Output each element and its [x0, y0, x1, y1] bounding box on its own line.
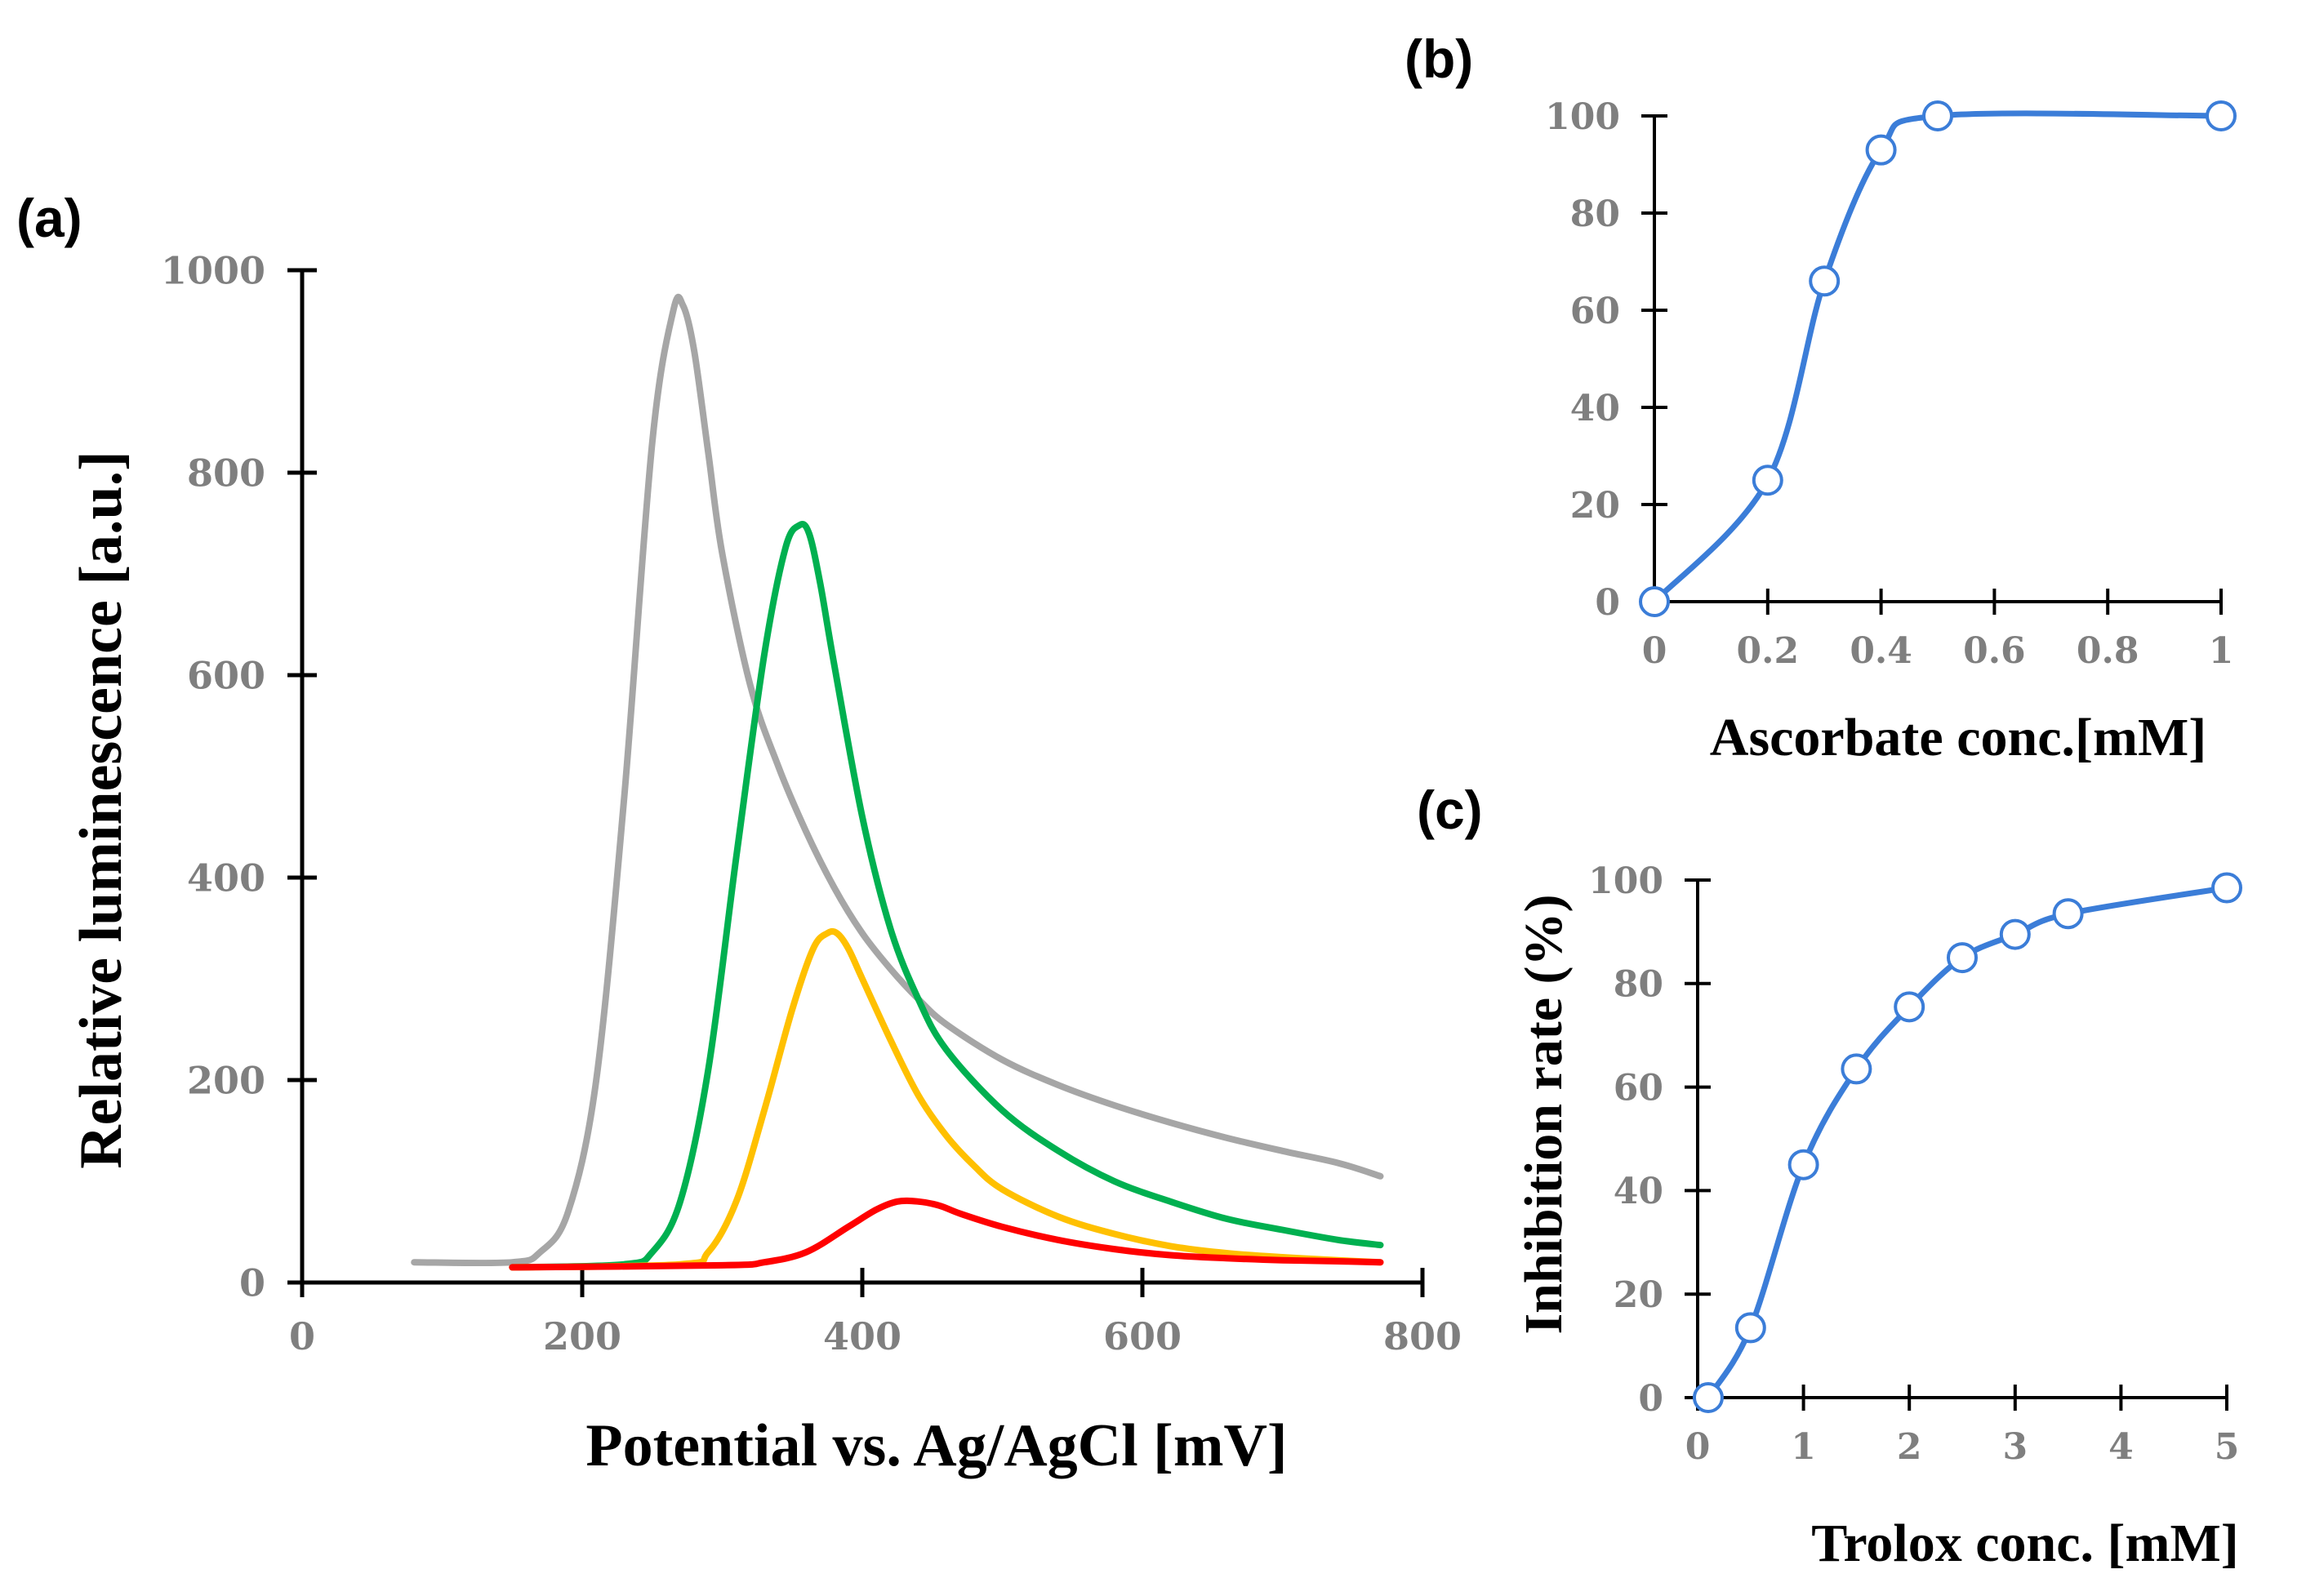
panel-c-x-axis-title: Trolox conc. [mM] — [1811, 1514, 2239, 1573]
panel-c-data-point — [2052, 898, 2084, 930]
panel-a-y-tick-label: 800 — [187, 451, 265, 496]
panel-b-data-point — [1922, 100, 1953, 131]
panel-b-x-tick-label: 0.4 — [1850, 630, 1912, 672]
panel-a-series-line-red — [509, 1197, 1384, 1271]
panel-c-series — [1692, 872, 2242, 1413]
panel-b-label: (b) — [1405, 29, 1473, 89]
panel-a-tick-labels: 0 200 400 600 800 0 200 400 600 800 1000 — [161, 249, 1462, 1358]
panel-b-x-tick-label: 0.6 — [1963, 630, 2026, 672]
panel-c-y-tick-label: 0 — [1638, 1378, 1663, 1420]
panel-c-y-tick-label: 100 — [1588, 860, 1663, 902]
panel-c-y-tick-label: 60 — [1614, 1067, 1663, 1109]
panel-c-x-tick-label: 1 — [1791, 1426, 1816, 1468]
panel-a-y-axis-title: Relative luminescence [a.u.] — [68, 451, 135, 1169]
panel-c-x-tick-label: 2 — [1897, 1426, 1922, 1468]
panel-a-series-line-yellow — [509, 927, 1384, 1271]
panel-b-chart: 0 0.2 0.4 0.6 0.8 1 0 20 40 60 80 100 Ascorbate con… — [1545, 96, 2237, 767]
panel-b-tick-labels: 0 0.2 0.4 0.6 0.8 1 0 20 40 60 80 100 — [1545, 96, 2233, 672]
panel-b-y-tick-label: 20 — [1570, 485, 1620, 527]
panel-c-data-point — [1894, 991, 1925, 1023]
panel-a-y-tick-label: 200 — [187, 1059, 265, 1103]
panel-b-y-tick-label: 80 — [1570, 193, 1620, 235]
panel-b-x-tick-label: 0 — [1642, 630, 1667, 672]
panel-b-x-axis-title: Ascorbate conc.[mM] — [1710, 708, 2206, 767]
panel-b-y-tick-label: 0 — [1595, 582, 1620, 624]
panel-b-axes — [1641, 114, 2223, 615]
panel-c-y-axis-title: Inhibition rate (%) — [1514, 894, 1574, 1334]
panel-b-data-point — [1752, 465, 1783, 496]
panel-b-y-tick-label: 60 — [1570, 291, 1620, 332]
panel-b-y-tick-label: 100 — [1545, 96, 1620, 138]
panel-a-x-tick-label: 0 — [289, 1314, 315, 1358]
panel-b-y-tick-label: 40 — [1570, 388, 1620, 429]
panel-b-x-tick-label: 0.2 — [1737, 630, 1800, 672]
panel-a-x-tick-label: 800 — [1383, 1314, 1462, 1358]
panel-c-data-point — [1734, 1312, 1766, 1344]
panel-c-y-tick-label: 40 — [1614, 1171, 1663, 1212]
panel-c-x-tick-label: 3 — [2002, 1426, 2028, 1468]
panel-b-data-point — [1865, 134, 1897, 166]
panel-c-data-point — [1999, 918, 2031, 950]
panel-c-x-tick-label: 5 — [2215, 1426, 2240, 1468]
panel-c-tick-labels: 0 1 2 3 4 5 0 20 40 60 80 100 — [1588, 860, 2239, 1468]
panel-c-axes — [1685, 878, 2228, 1411]
panel-c-y-tick-label: 20 — [1614, 1274, 1663, 1316]
panel-c-data-point — [1947, 942, 1978, 974]
panel-b-data-point — [2206, 100, 2237, 131]
panel-b-x-tick-label: 0.8 — [2077, 630, 2139, 672]
panel-a-series-line-gray — [411, 293, 1384, 1267]
panel-b-series — [1639, 100, 2237, 617]
panel-c-data-point — [1841, 1053, 1872, 1085]
panel-a-chart: 0 200 400 600 800 0 200 400 600 800 1000 Potential… — [68, 249, 1462, 1479]
panel-a-x-axis-title: Potential vs. Ag/AgCl [mV] — [585, 1412, 1287, 1479]
panel-c-x-tick-label: 4 — [2108, 1426, 2134, 1468]
panel-a-y-tick-label: 0 — [239, 1261, 265, 1305]
panel-a-y-tick-label: 600 — [187, 654, 265, 698]
panel-b-series-line-inhibition-rate — [1651, 110, 2224, 605]
panel-c-chart: 0 1 2 3 4 5 0 20 40 60 80 100 Trolox conc. [mM] Inh… — [1514, 860, 2242, 1573]
panel-a-y-tick-label: 400 — [187, 856, 265, 900]
panel-c-data-point — [2211, 872, 2242, 904]
panel-a-x-tick-label: 400 — [823, 1314, 901, 1358]
panel-b-data-point — [1639, 586, 1670, 617]
panel-a-series — [411, 293, 1384, 1271]
panel-a-y-tick-label: 1000 — [161, 249, 265, 293]
panel-a-x-tick-label: 600 — [1103, 1314, 1182, 1358]
panel-b-data-point — [1809, 265, 1841, 297]
panel-c-label: (c) — [1417, 780, 1483, 840]
panel-a-axes — [287, 268, 1425, 1297]
panel-b-x-tick-label: 1 — [2209, 630, 2234, 672]
panel-a-x-tick-label: 200 — [543, 1314, 621, 1358]
panel-c-data-point — [1787, 1149, 1819, 1180]
panel-a-label: (a) — [16, 188, 82, 248]
panel-c-y-tick-label: 80 — [1614, 964, 1663, 1006]
panel-c-data-point — [1692, 1382, 1724, 1413]
panel-a-series-line-green — [509, 521, 1384, 1271]
panel-c-x-tick-label: 0 — [1685, 1426, 1711, 1468]
